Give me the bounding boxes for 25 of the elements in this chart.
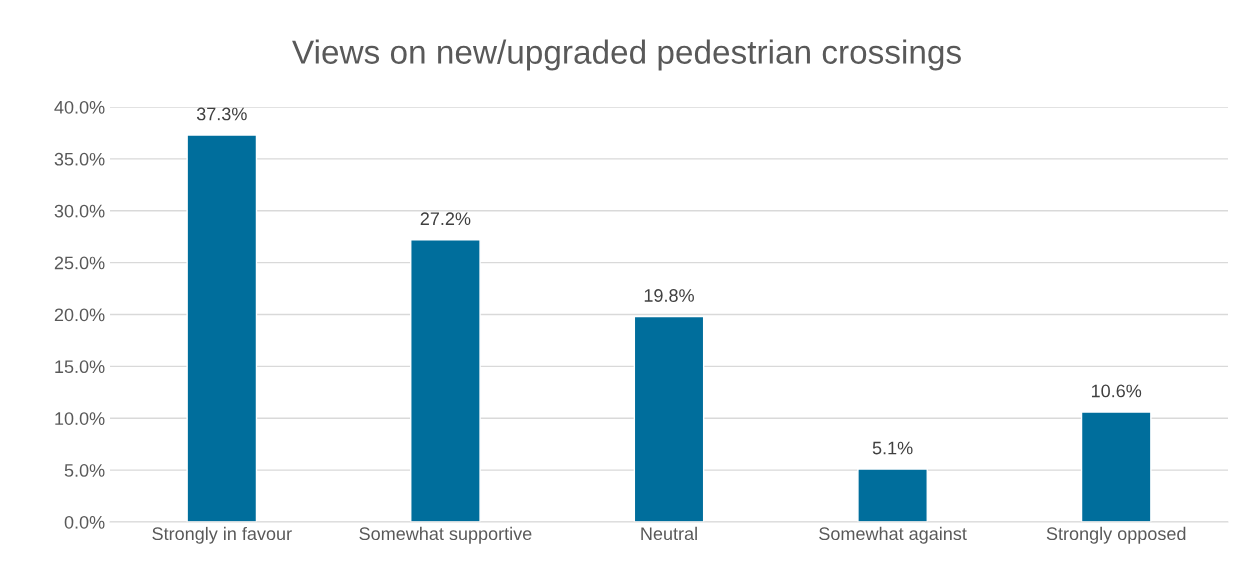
bar [1080, 411, 1152, 522]
y-tick-label: 35.0% [54, 152, 105, 166]
y-tick-label: 15.0% [55, 360, 105, 374]
data-label: 27.2% [420, 212, 471, 226]
y-tick-label: 30.0% [54, 204, 105, 218]
data-label: 19.8% [644, 289, 694, 302]
data-label: 37.3% [196, 107, 247, 121]
x-tick-label: Neutral [641, 526, 697, 541]
y-tick-label: 10.0% [55, 412, 105, 425]
data-label: 5.1% [872, 441, 913, 455]
data-label: 10.6% [1091, 384, 1142, 398]
chart-title: Views on new/upgraded pedestrian crossings [292, 39, 961, 71]
bar [410, 239, 481, 522]
bar [186, 134, 258, 522]
bar [633, 315, 705, 522]
y-tick-label: 20.0% [54, 308, 105, 322]
x-tick-label: Strongly opposed [1046, 526, 1186, 544]
x-tick-label: Somewhat supportive [359, 526, 532, 544]
y-tick-label: 0.0% [64, 515, 105, 529]
x-tick-label: Strongly in favour [152, 526, 292, 544]
bar [857, 468, 928, 522]
y-tick-label: 40.0% [54, 100, 105, 114]
y-tick-label: 25.0% [54, 256, 105, 270]
x-tick-label: Somewhat against [819, 526, 967, 544]
y-tick-label: 5.0% [64, 464, 105, 477]
